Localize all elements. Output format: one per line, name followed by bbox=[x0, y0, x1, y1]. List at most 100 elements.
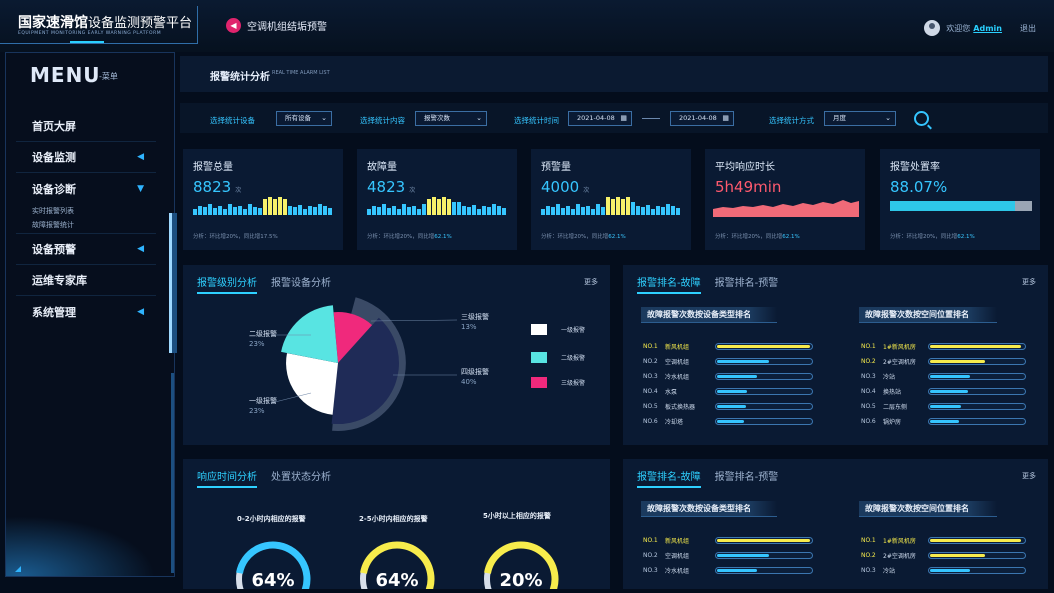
sidebar-subitem-realtime-alarms[interactable]: 实时报警列表 bbox=[32, 207, 74, 215]
kpi-bar bbox=[651, 209, 655, 215]
rank-row[interactable]: NO.3 冷站 bbox=[861, 565, 1026, 575]
more-link[interactable]: 更多 bbox=[1022, 472, 1036, 480]
kpi-title: 平均响应时长 bbox=[715, 162, 775, 173]
rank-row[interactable]: NO.1 1#新风机房 bbox=[861, 535, 1026, 545]
rank-bar bbox=[928, 387, 1026, 395]
rank-row[interactable]: NO.6 冷却塔 bbox=[643, 416, 813, 426]
tab-rank-warning[interactable]: 报警排名-预警 bbox=[714, 472, 779, 483]
user-name-link[interactable]: Admin bbox=[973, 23, 1002, 33]
rank-row[interactable]: NO.2 空调机组 bbox=[643, 550, 813, 560]
tab-rank-fault[interactable]: 报警排名-故障 bbox=[637, 274, 701, 294]
kpi-bar bbox=[273, 199, 277, 215]
date-range-separator bbox=[642, 118, 660, 119]
kpi-bar bbox=[482, 206, 486, 215]
rank-row[interactable]: NO.3 冷水机组 bbox=[643, 565, 813, 575]
sidebar-subitem-fault-stats[interactable]: 故障报警统计 bbox=[16, 218, 156, 234]
date-end-input[interactable]: 2021-04-08 ▦ bbox=[670, 111, 734, 126]
device-filter-label: 选择统计设备 bbox=[210, 116, 255, 125]
kpi-bar bbox=[228, 204, 232, 215]
response-time-panel: 响应时间分析 处置状态分析 0-2小时内相应的报警 2-5小时内相应的报警 5小… bbox=[183, 459, 610, 589]
rank-row[interactable]: NO.2 2#空调机房 bbox=[861, 550, 1026, 560]
sidebar-collapse-handle[interactable] bbox=[169, 213, 177, 353]
rank-row[interactable]: NO.1 新风机组 bbox=[643, 535, 813, 545]
rank-bar-fill bbox=[930, 359, 985, 363]
rank-bar bbox=[715, 402, 813, 410]
content-select[interactable]: 报警次数 ⌄ bbox=[415, 111, 487, 126]
pie-slice-level2[interactable] bbox=[281, 305, 338, 363]
tab-rank-fault[interactable]: 报警排名-故障 bbox=[637, 468, 701, 488]
sidebar-item-warning[interactable]: 设备预警 ◀ bbox=[16, 234, 156, 265]
method-select[interactable]: 月度 ⌄ bbox=[824, 111, 896, 126]
sidebar-item-monitoring[interactable]: 设备监测 ◀ bbox=[16, 142, 156, 173]
pie-slice-level4[interactable] bbox=[331, 317, 399, 425]
rank-number: NO.1 bbox=[643, 536, 658, 544]
more-link[interactable]: 更多 bbox=[584, 278, 598, 286]
menu-title: MENU bbox=[30, 63, 101, 87]
date-start-input[interactable]: 2021-04-08 ▦ bbox=[568, 111, 632, 126]
pie-slice-level1[interactable] bbox=[286, 353, 338, 415]
user-area: 欢迎您 Admin 退出 bbox=[924, 20, 1036, 36]
kpi-bar bbox=[656, 206, 660, 215]
kpi-bar bbox=[422, 204, 426, 215]
kpi-bar bbox=[556, 204, 560, 215]
sidebar-item-home[interactable]: 首页大屏 bbox=[16, 111, 156, 142]
pie-label-level1: 一级报警 23% bbox=[249, 396, 277, 416]
logout-link[interactable]: 退出 bbox=[1020, 23, 1036, 33]
sidebar-item-expert-library[interactable]: 运维专家库 bbox=[16, 265, 156, 296]
alarm-rank-panel-2: 报警排名-故障 报警排名-预警 更多 故障报警次数按设备类型排名 故障报警次数按… bbox=[623, 459, 1048, 589]
alarm-notice[interactable]: ◀ 空调机组结垢预警 bbox=[226, 16, 327, 34]
rank-row[interactable]: NO.3 冷水机组 bbox=[643, 371, 813, 381]
rank-row[interactable]: NO.5 二层东侧 bbox=[861, 401, 1026, 411]
gauge-value: 20% bbox=[499, 570, 542, 589]
rank-number: NO.5 bbox=[861, 402, 876, 410]
pie-slice-level3[interactable] bbox=[333, 312, 373, 363]
pie-chart bbox=[270, 297, 458, 431]
gauge-arc bbox=[360, 541, 435, 589]
panel-tabs: 报警排名-故障 报警排名-预警 bbox=[637, 274, 778, 294]
kpi-bar bbox=[631, 202, 635, 215]
tab-response-time[interactable]: 响应时间分析 bbox=[197, 468, 257, 488]
content-filter-label: 选择统计内容 bbox=[360, 116, 405, 125]
kpi-bar bbox=[208, 204, 212, 215]
rank-row[interactable]: NO.1 新风机组 bbox=[643, 341, 813, 351]
kpi-bar bbox=[671, 206, 675, 215]
device-select[interactable]: 所有设备 ⌄ bbox=[276, 111, 332, 126]
rank-row[interactable]: NO.2 空调机组 bbox=[643, 356, 813, 366]
rank-row[interactable]: NO.6 锅炉房 bbox=[861, 416, 1026, 426]
more-link[interactable]: 更多 bbox=[1022, 278, 1036, 286]
sidebar-item-label: 设备诊断 bbox=[32, 182, 76, 196]
rank-bar bbox=[928, 417, 1026, 425]
tab-alarm-device[interactable]: 报警设备分析 bbox=[271, 278, 331, 289]
rank-row[interactable]: NO.1 1#新风机房 bbox=[861, 341, 1026, 351]
kpi-title: 报警总量 bbox=[193, 162, 233, 173]
sidebar-item-diagnosis[interactable]: 设备诊断 ▼ bbox=[16, 173, 156, 204]
tab-alarm-level[interactable]: 报警级别分析 bbox=[197, 274, 257, 294]
sidebar-scrollbar[interactable] bbox=[171, 373, 174, 573]
kpi-value-number: 5h49min bbox=[715, 178, 782, 196]
rank-bar-fill bbox=[930, 389, 968, 393]
rank-bar-fill bbox=[930, 374, 970, 378]
kpi-bar bbox=[308, 206, 312, 215]
user-avatar-icon[interactable] bbox=[924, 20, 941, 36]
kpi-bar bbox=[561, 208, 565, 215]
rank-row[interactable]: NO.5 板式换热器 bbox=[643, 401, 813, 411]
tab-rank-warning[interactable]: 报警排名-预警 bbox=[714, 278, 779, 289]
pie-label-name: 二级报警 bbox=[249, 330, 277, 338]
rank-row[interactable]: NO.4 水泵 bbox=[643, 386, 813, 396]
kpi-analysis: 分析：环比增20%，同比增62.1% bbox=[890, 232, 975, 240]
rank-number: NO.3 bbox=[643, 372, 658, 380]
rank-number: NO.2 bbox=[861, 357, 876, 365]
kpi-bar bbox=[397, 209, 401, 215]
page-subtitle: REAL TIME ALARM LIST bbox=[272, 70, 330, 76]
kpi-bar bbox=[457, 202, 461, 215]
kpi-analysis: 分析：环比增20%，同比增62.1% bbox=[715, 232, 800, 240]
tab-handling-status[interactable]: 处置状态分析 bbox=[271, 472, 331, 483]
search-icon[interactable] bbox=[914, 111, 929, 126]
rank-row[interactable]: NO.3 冷站 bbox=[861, 371, 1026, 381]
rank-row[interactable]: NO.2 2#空调机房 bbox=[861, 356, 1026, 366]
panel-tabs: 报警排名-故障 报警排名-预警 bbox=[637, 468, 778, 488]
pie-label-pct: 13% bbox=[461, 323, 477, 331]
device-select-value: 所有设备 bbox=[285, 114, 311, 122]
sidebar-item-system[interactable]: 系统管理 ◀ bbox=[16, 296, 156, 327]
rank-row[interactable]: NO.4 换热站 bbox=[861, 386, 1026, 396]
